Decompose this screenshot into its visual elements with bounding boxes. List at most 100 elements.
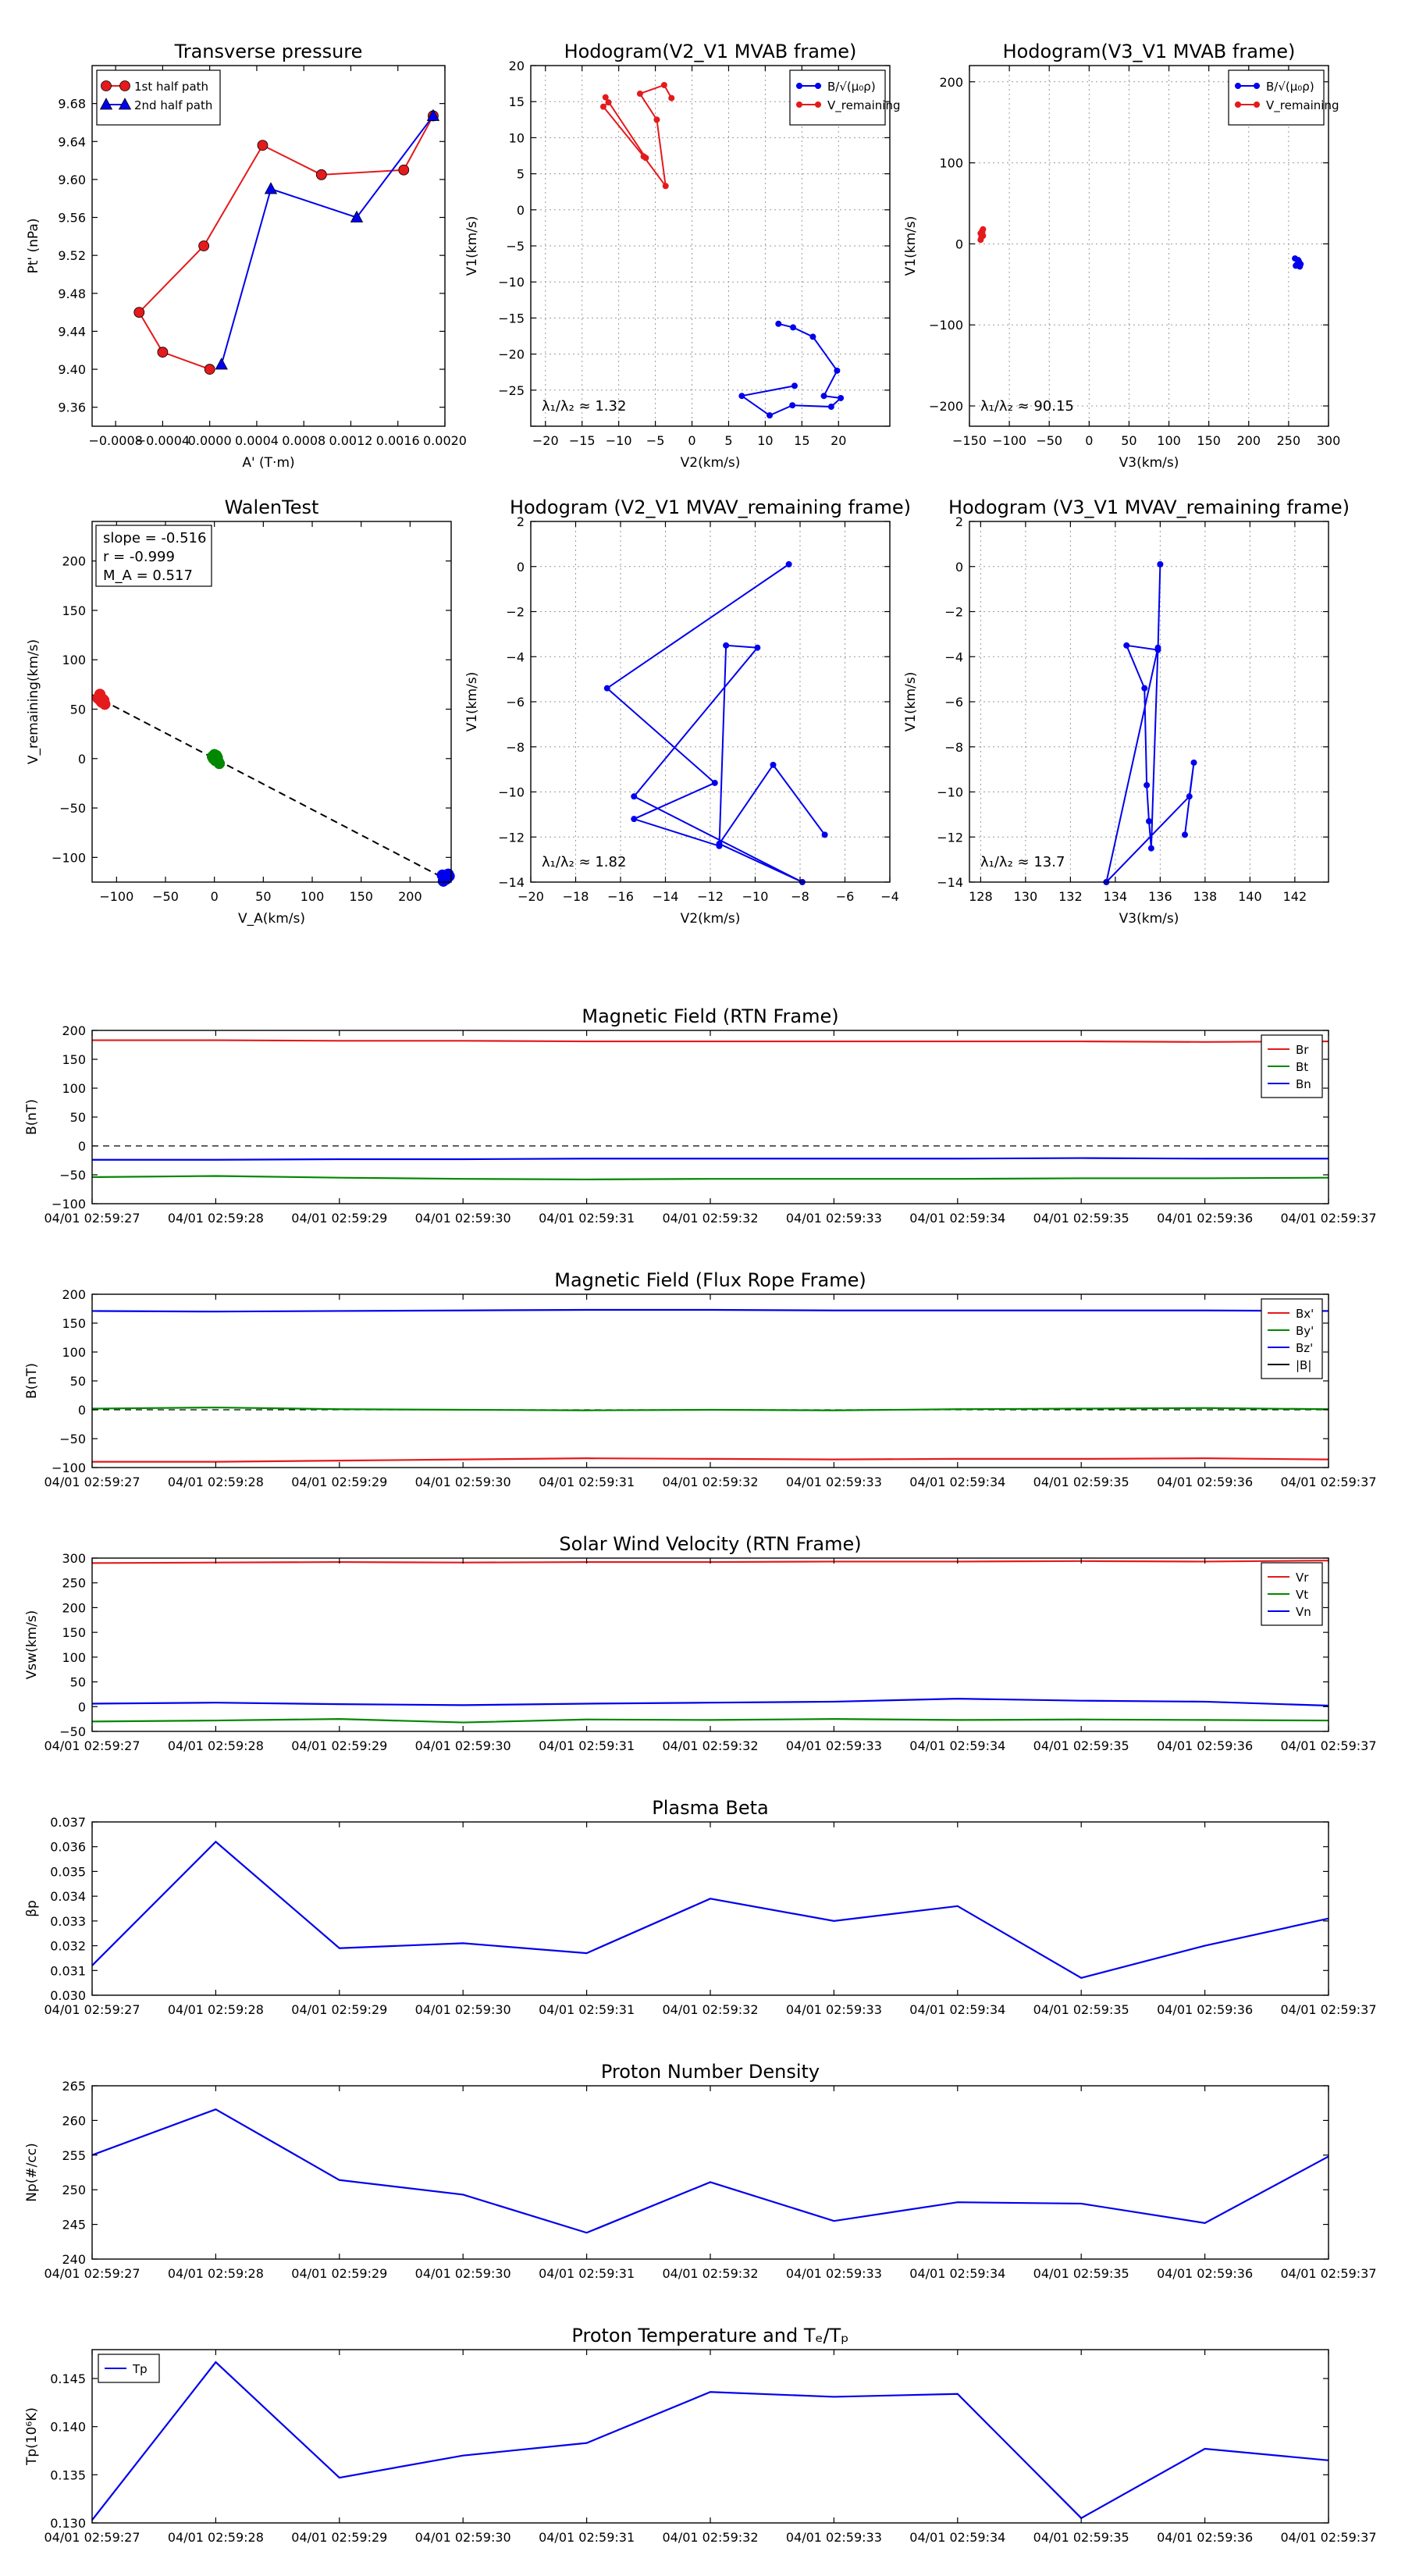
x-tick-label: 04/01 02:59:36 xyxy=(1157,2530,1253,2545)
y-tick-label: 0.140 xyxy=(50,2420,86,2435)
chart-title: Solar Wind Velocity (RTN Frame) xyxy=(559,1533,861,1555)
y-tick-label: 0.030 xyxy=(50,1988,86,2003)
y-tick-label: 50 xyxy=(70,1110,86,1125)
x-tick-label: 0.0008 xyxy=(282,433,325,448)
x-tick-label: 04/01 02:59:32 xyxy=(662,1738,758,1753)
chart-title: WalenTest xyxy=(225,496,319,518)
y-tick-label: −14 xyxy=(498,875,525,890)
y-tick-label: −100 xyxy=(52,850,86,865)
x-tick-label: 04/01 02:59:30 xyxy=(415,1738,511,1753)
y-tick-label: 0.031 xyxy=(50,1963,86,1978)
data-point xyxy=(1146,818,1152,825)
x-tick-label: 04/01 02:59:28 xyxy=(168,2530,264,2545)
x-tick-label: 50 xyxy=(255,889,271,904)
y-tick-label: −14 xyxy=(937,875,963,890)
series-line-Np xyxy=(91,2108,1329,2234)
y-tick-label: 200 xyxy=(62,554,86,569)
x-tick-label: 5 xyxy=(724,433,732,448)
data-point xyxy=(215,358,228,370)
data-point xyxy=(198,240,210,251)
y-tick-label: 250 xyxy=(62,1576,86,1591)
x-tick-label: 04/01 02:59:37 xyxy=(1280,1475,1376,1489)
y-tick-label: 240 xyxy=(62,2252,86,2267)
x-tick-label: 04/01 02:59:31 xyxy=(539,2530,635,2545)
legend-marker xyxy=(119,80,130,91)
y-tick-label: 0 xyxy=(78,1403,86,1418)
y-tick-label: 0.145 xyxy=(50,2371,86,2386)
x-tick-label: 138 xyxy=(1193,889,1218,904)
x-tick-label: 0 xyxy=(1085,433,1093,448)
x-tick-label: 04/01 02:59:28 xyxy=(168,2002,264,2017)
y-axis-label: V_remaining(km/s) xyxy=(26,639,41,764)
x-tick-label: 150 xyxy=(1197,433,1221,448)
y-tick-label: 0 xyxy=(955,237,963,251)
x-tick-label: 04/01 02:59:31 xyxy=(539,1211,635,1226)
y-tick-label: 9.56 xyxy=(58,211,86,226)
x-tick-label: 04/01 02:59:30 xyxy=(415,2002,511,2017)
data-point xyxy=(838,394,845,401)
y-tick-label: −50 xyxy=(59,1432,86,1446)
plasma_beta-frame xyxy=(91,1821,1329,1996)
data-point xyxy=(767,412,774,419)
chart-title: Hodogram(V2_V1 MVAB frame) xyxy=(564,41,857,62)
data-point xyxy=(827,404,834,411)
b_fluxrope-frame xyxy=(91,1293,1329,1468)
series-line-Bn xyxy=(92,1157,1329,1161)
data-point xyxy=(599,103,606,110)
y-tick-label: 260 xyxy=(62,2113,86,2128)
chart-title: Transverse pressure xyxy=(174,41,363,62)
y-tick-label: 50 xyxy=(70,1374,86,1389)
vsw_rtn-panel: 04/01 02:59:27 04/01 02:59:28 04/01 02:59:… xyxy=(24,1533,1377,1753)
x-tick-label: 10 xyxy=(757,433,773,448)
y-tick-label: 0.130 xyxy=(50,2516,86,2531)
series-line-Vt xyxy=(91,1718,1329,1724)
x-tick-label: 134 xyxy=(1104,889,1128,904)
series-line-Br xyxy=(92,1039,1329,1043)
y-axis-label: B(nT) xyxy=(24,1099,40,1135)
series-line-Tp xyxy=(91,2361,1329,2521)
data-point xyxy=(350,210,364,222)
x-axis-label: V3(km/s) xyxy=(1119,911,1179,927)
series-line-0 xyxy=(138,115,434,370)
y-tick-label: −200 xyxy=(929,399,963,414)
y-tick-label: −50 xyxy=(59,1168,86,1183)
x-tick-label: 04/01 02:59:35 xyxy=(1033,1475,1129,1489)
y-axis-label: V1(km/s) xyxy=(903,672,919,732)
y-tick-label: 15 xyxy=(509,94,525,109)
data-point xyxy=(426,109,440,121)
x-tick-label: 150 xyxy=(349,889,373,904)
x-tick-label: 04/01 02:59:27 xyxy=(44,2266,140,2281)
x-tick-label: 130 xyxy=(1014,889,1038,904)
legend-label: Vr xyxy=(1296,1571,1309,1585)
y-tick-label: −10 xyxy=(498,275,525,290)
y-tick-label: 200 xyxy=(62,1600,86,1615)
series-line-0 xyxy=(1104,564,1195,885)
data-point xyxy=(754,644,761,651)
x-axis-label: A' (T·m) xyxy=(242,455,294,471)
x-tick-label: 04/01 02:59:34 xyxy=(909,2530,1005,2545)
legend-label: B/√(μ₀ρ) xyxy=(1266,80,1314,94)
y-tick-label: 100 xyxy=(62,653,86,667)
proton_density-panel: 04/01 02:59:27 04/01 02:59:28 04/01 02:59:… xyxy=(24,2061,1377,2281)
y-tick-label: −100 xyxy=(52,1461,86,1475)
y-tick-label: −6 xyxy=(506,695,525,710)
data-point xyxy=(738,393,745,400)
walen-fit-line xyxy=(91,694,452,883)
x-tick-label: −0.0008 xyxy=(88,433,142,448)
chart-title: Hodogram (V3_V1 MVAV_remaining frame) xyxy=(948,496,1350,518)
x-tick-label: 142 xyxy=(1283,889,1307,904)
x-tick-label: 04/01 02:59:34 xyxy=(909,2266,1005,2281)
stats-line: M_A = 0.517 xyxy=(103,568,193,584)
x-tick-label: 04/01 02:59:33 xyxy=(786,1211,882,1226)
eigenvalue-ratio-annotation: λ₁/λ₂ ≈ 1.32 xyxy=(542,398,626,415)
data-point xyxy=(602,94,609,101)
chart-title: Hodogram(V3_V1 MVAB frame) xyxy=(1003,41,1296,62)
x-tick-label: 128 xyxy=(969,889,993,904)
y-tick-label: 0 xyxy=(78,1699,86,1714)
x-tick-label: −8 xyxy=(791,889,809,904)
y-tick-label: 9.64 xyxy=(58,134,86,149)
y-axis-label: V1(km/s) xyxy=(464,672,480,732)
data-point xyxy=(1147,845,1154,852)
y-tick-label: 0.035 xyxy=(50,1864,86,1879)
